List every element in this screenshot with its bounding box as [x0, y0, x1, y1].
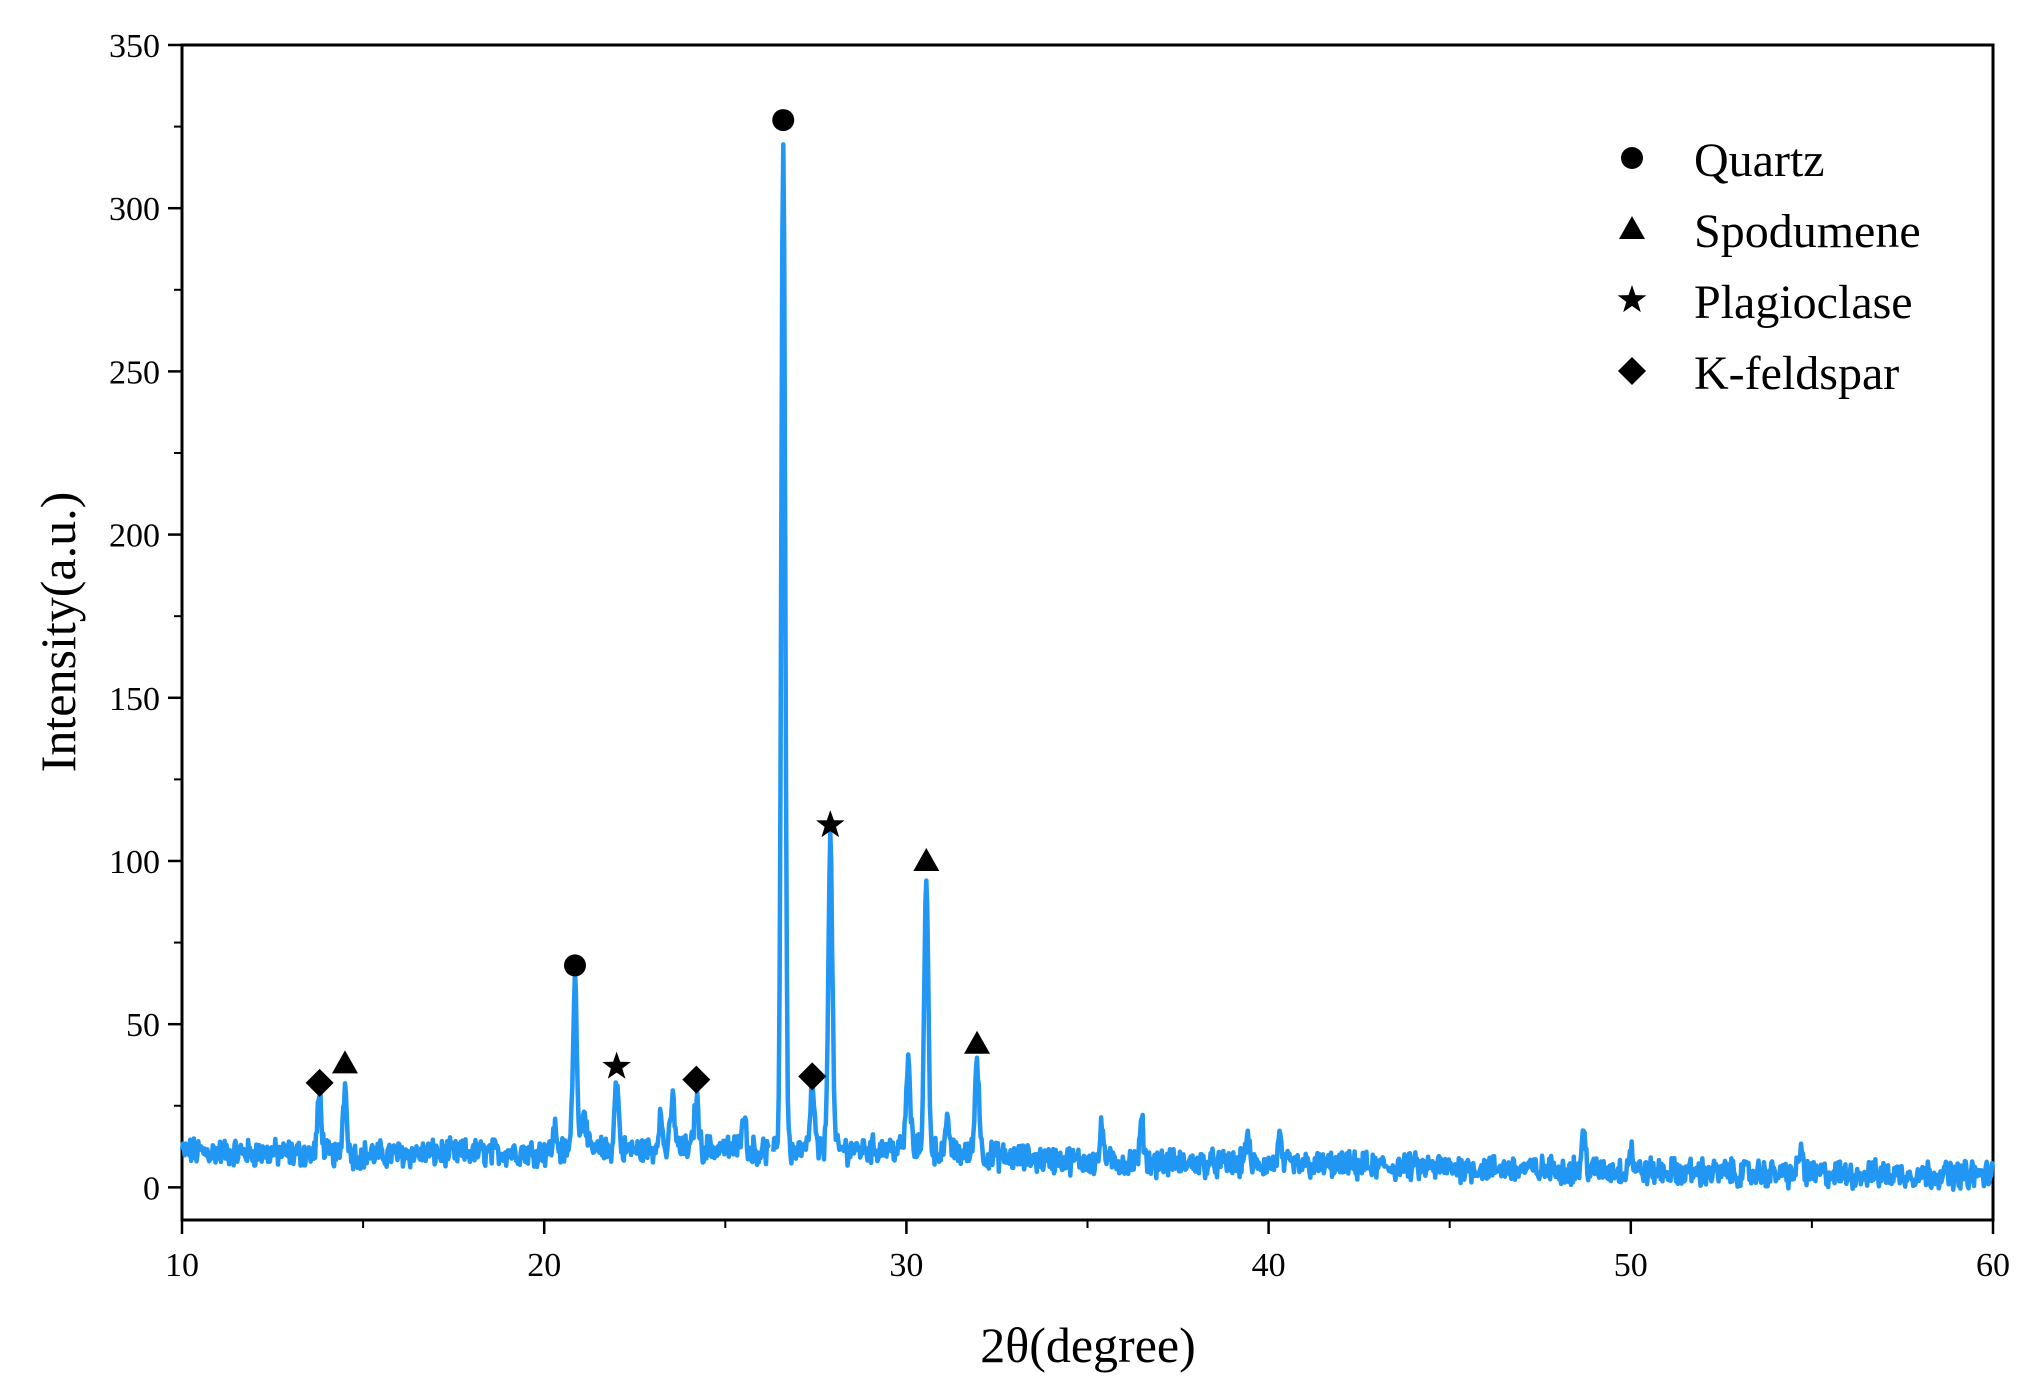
- x-tick-label: 60: [1976, 1247, 2010, 1284]
- xrd-trace-segment: [179, 968, 771, 1172]
- peak-marker-quartz: [772, 109, 795, 132]
- peak-marker-k-feldspar: [682, 1065, 711, 1094]
- legend-label: Spodumene: [1694, 205, 1921, 258]
- legend-label: K-feldspar: [1694, 347, 1899, 400]
- y-tick-label: 250: [109, 354, 160, 391]
- y-tick-label: 350: [109, 28, 160, 65]
- peak-marker-spodumene: [964, 1030, 991, 1054]
- x-tick-label: 40: [1252, 1247, 1286, 1284]
- y-tick-label: 50: [126, 1007, 160, 1044]
- legend-star-icon: [1617, 285, 1647, 313]
- x-tick-label: 20: [527, 1247, 561, 1284]
- legend-label: Quartz: [1694, 134, 1825, 187]
- trace-layer: [179, 142, 1996, 1192]
- peak-marker-k-feldspar: [305, 1068, 334, 1097]
- legend-circle-icon: [1621, 147, 1643, 169]
- peak-marker-quartz: [563, 954, 586, 977]
- peak-marker-spodumene: [913, 847, 940, 871]
- x-axis-label: 2θ(degree): [980, 1317, 1195, 1373]
- peak-marker-spodumene: [331, 1050, 358, 1074]
- legend: Quartz Spodumene Plagioclase K-feldspar: [1617, 134, 1921, 400]
- x-tick-label: 50: [1614, 1247, 1648, 1284]
- plot-axes: 10 20 30 40 50 60 0 50 100 150 200 250 300 350: [109, 28, 2010, 1284]
- peak-markers: [305, 109, 991, 1097]
- y-tick-label: 100: [109, 844, 160, 881]
- y-axis-label: Intensity(a.u.): [30, 492, 86, 772]
- peak-marker-plagioclase: [816, 810, 845, 838]
- y-tick-label: 150: [109, 681, 160, 718]
- x-tick-label: 10: [165, 1247, 199, 1284]
- peak-marker-k-feldspar: [798, 1062, 827, 1091]
- y-tick-label: 200: [109, 518, 160, 555]
- y-tick-label: 300: [109, 191, 160, 228]
- x-tick-label: 30: [889, 1247, 923, 1284]
- y-tick-label: 0: [143, 1170, 160, 1207]
- legend-triangle-icon: [1619, 216, 1645, 239]
- peak-marker-plagioclase: [602, 1051, 631, 1079]
- xrd-trace-segment: [771, 142, 1996, 1192]
- legend-diamond-icon: [1618, 357, 1646, 385]
- legend-label: Plagioclase: [1694, 276, 1913, 329]
